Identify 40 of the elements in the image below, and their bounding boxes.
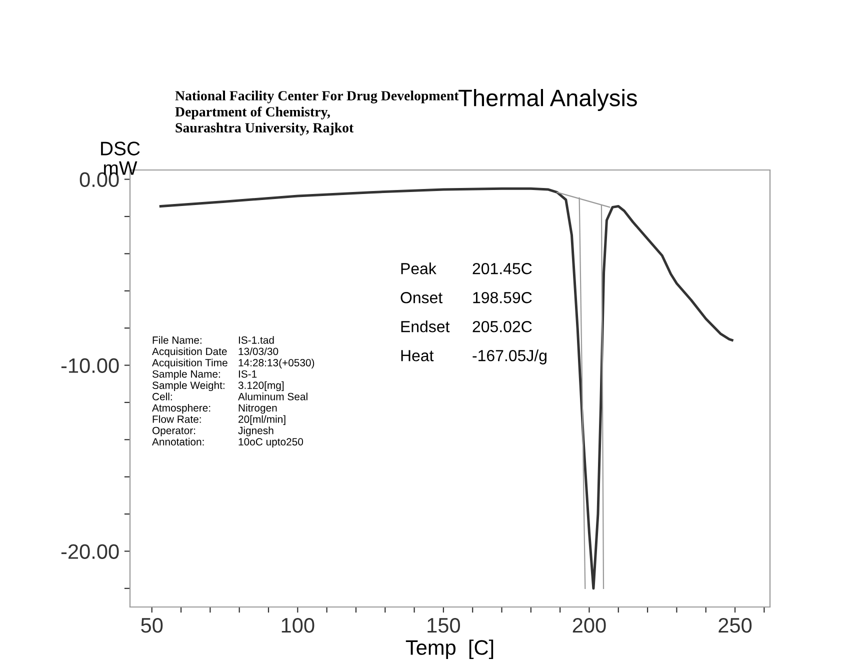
annotation: Atmosphere:: [152, 404, 210, 414]
text: Saurashtra University, Rajkot: [176, 122, 354, 136]
annotation: Nitrogen: [238, 404, 277, 414]
y-tick-label: -10.00: [61, 358, 119, 374]
annotation: Acquisition Date: [152, 347, 227, 358]
annotation: 198.59C: [473, 292, 532, 304]
annotation: 14:28:13(+0530): [238, 358, 314, 368]
annotation: Aluminum Seal: [238, 392, 308, 400]
annotation: 20[ml/min]: [238, 415, 286, 425]
annotation: Jignesh: [238, 426, 274, 436]
annotation: 201.45C: [472, 262, 532, 274]
x-tick-label: 100: [282, 618, 314, 633]
text: Department of Chemistry,: [175, 106, 330, 120]
annotation: IS-1: [238, 370, 257, 378]
annotation: -167.05J/g: [472, 350, 546, 364]
annotation: Peak: [401, 262, 436, 274]
annotation: IS-1.tad: [238, 336, 274, 344]
annotation: Sample Weight:: [152, 381, 224, 392]
x-tick-label: 50: [141, 618, 163, 633]
x-tick-label: 150: [428, 618, 460, 633]
x-axis-title: Temp [C]: [406, 640, 494, 660]
text: National Facility Center For Drug Development: [175, 90, 459, 104]
annotation: Acquisition Time: [152, 358, 228, 368]
annotation: 3.120[mg]: [238, 381, 284, 392]
x-tick-label: 200: [572, 618, 606, 633]
annotation: Endset: [401, 320, 450, 332]
annotation: Onset: [400, 292, 442, 304]
annotation: Flow Rate:: [152, 415, 201, 423]
annotation: Heat: [401, 350, 434, 362]
annotation: 13/03/30: [238, 347, 278, 356]
annotation: Operator:: [152, 426, 196, 436]
y-tick-label: -20.00: [61, 544, 119, 559]
annotation: Cell:: [152, 392, 172, 400]
annotation: Annotation:: [152, 438, 204, 446]
annotation: Sample Name:: [152, 370, 220, 380]
annotation: 10oC upto250: [238, 438, 304, 448]
annotation: 205.02C: [472, 320, 532, 332]
x-tick-label: 250: [718, 618, 752, 633]
annotation: File Name:: [152, 336, 202, 344]
chart-title: Thermal Analysis: [458, 88, 637, 112]
